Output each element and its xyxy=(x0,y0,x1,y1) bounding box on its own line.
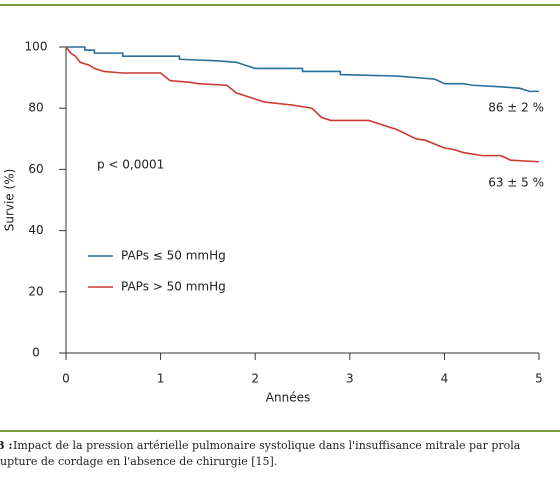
x-tick-label: 5 xyxy=(535,372,543,386)
annotation: 86 ± 2 % xyxy=(488,101,544,115)
x-tick-label: 4 xyxy=(441,372,449,386)
x-tick-label: 3 xyxy=(346,372,354,386)
legend-label: PAPs > 50 mmHg xyxy=(121,280,226,294)
caption-line: Impact de la pression artérielle pulmona… xyxy=(13,439,521,452)
y-tick-label: 100 xyxy=(25,40,48,54)
y-tick-label: 0 xyxy=(32,346,40,360)
survival-curve xyxy=(65,46,540,163)
caption-number: 3 : xyxy=(0,439,13,452)
x-tick-label: 0 xyxy=(62,372,70,386)
annotation: p < 0,0001 xyxy=(97,158,164,172)
y-tick-label: 60 xyxy=(28,162,43,176)
x-tick-label: 2 xyxy=(251,372,259,386)
legend-label: PAPs ≤ 50 mmHg xyxy=(121,249,226,263)
survival-curve xyxy=(66,46,539,93)
caption-line: upture de cordage en l'absence de chirur… xyxy=(0,455,277,468)
x-tick-label: 1 xyxy=(157,372,165,386)
x-axis-label: Années xyxy=(266,391,310,405)
y-tick-label: 40 xyxy=(28,223,43,237)
annotation: 63 ± 5 % xyxy=(488,176,544,190)
y-tick-label: 20 xyxy=(28,284,43,298)
y-tick-label: 80 xyxy=(28,101,43,115)
y-axis-label: Survie (%) xyxy=(3,169,17,232)
